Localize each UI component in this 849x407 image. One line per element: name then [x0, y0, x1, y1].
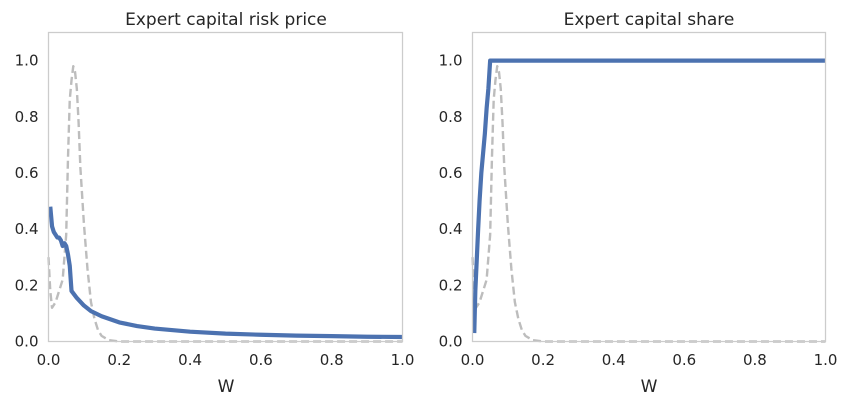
y-tick-label: 0.0: [15, 333, 39, 351]
y-tick-label: 1.0: [15, 52, 39, 70]
x-tick-label: 0.4: [178, 351, 202, 369]
y-tick-label: 0.6: [15, 164, 39, 182]
y-tick-label: 0.6: [439, 164, 463, 182]
x-tick-label: 0.6: [672, 351, 696, 369]
y-tick-label: 0.8: [15, 108, 39, 126]
x-tick-label: 0.8: [320, 351, 344, 369]
x-tick-label: 1.0: [391, 351, 415, 369]
y-tick-label: 0.0: [439, 333, 463, 351]
chart-panel-risk-price: Expert capital risk price W 0.0 0.2 0.4 0.6…: [15, 10, 415, 397]
x-tick-label: 0.0: [37, 351, 61, 369]
y-tick-label: 0.2: [439, 276, 463, 294]
x-axis-label: W: [641, 377, 658, 397]
x-tick-label: 1.0: [814, 351, 838, 369]
series-line-distribution: [471, 65, 826, 343]
y-tick-label: 1.0: [439, 52, 463, 70]
y-tick-labels: 0.0 0.2 0.4 0.6 0.8 1.0: [15, 52, 39, 351]
plot-frame: [47, 31, 404, 343]
series-line-main: [48, 206, 403, 340]
x-tick-label: 0.2: [107, 351, 131, 369]
plot-area: [47, 65, 403, 343]
series-line-distribution: [47, 65, 403, 343]
series-line-main: [472, 58, 826, 334]
y-tick-label: 0.8: [439, 108, 463, 126]
x-tick-labels: 0.0 0.2 0.4 0.6 0.8 1.0: [37, 351, 415, 369]
x-tick-label: 0.0: [461, 351, 485, 369]
x-tick-label: 0.8: [743, 351, 767, 369]
y-tick-label: 0.4: [15, 220, 39, 238]
chart-title: Expert capital risk price: [125, 10, 327, 30]
x-axis-label: W: [218, 377, 235, 397]
chart-title: Expert capital share: [564, 10, 735, 30]
x-tick-label: 0.2: [531, 351, 555, 369]
x-tick-label: 0.4: [602, 351, 626, 369]
y-tick-labels: 0.0 0.2 0.4 0.6 0.8 1.0: [439, 52, 463, 351]
x-tick-label: 0.6: [249, 351, 273, 369]
y-tick-label: 0.4: [439, 220, 463, 238]
plot-area: [471, 58, 826, 343]
x-tick-labels: 0.0 0.2 0.4 0.6 0.8 1.0: [461, 351, 838, 369]
chart-panel-capital-share: Expert capital share W 0.0 0.2 0.4 0.6 0.8 1.…: [439, 10, 838, 397]
y-tick-label: 0.2: [15, 276, 39, 294]
plot-frame: [471, 31, 827, 343]
